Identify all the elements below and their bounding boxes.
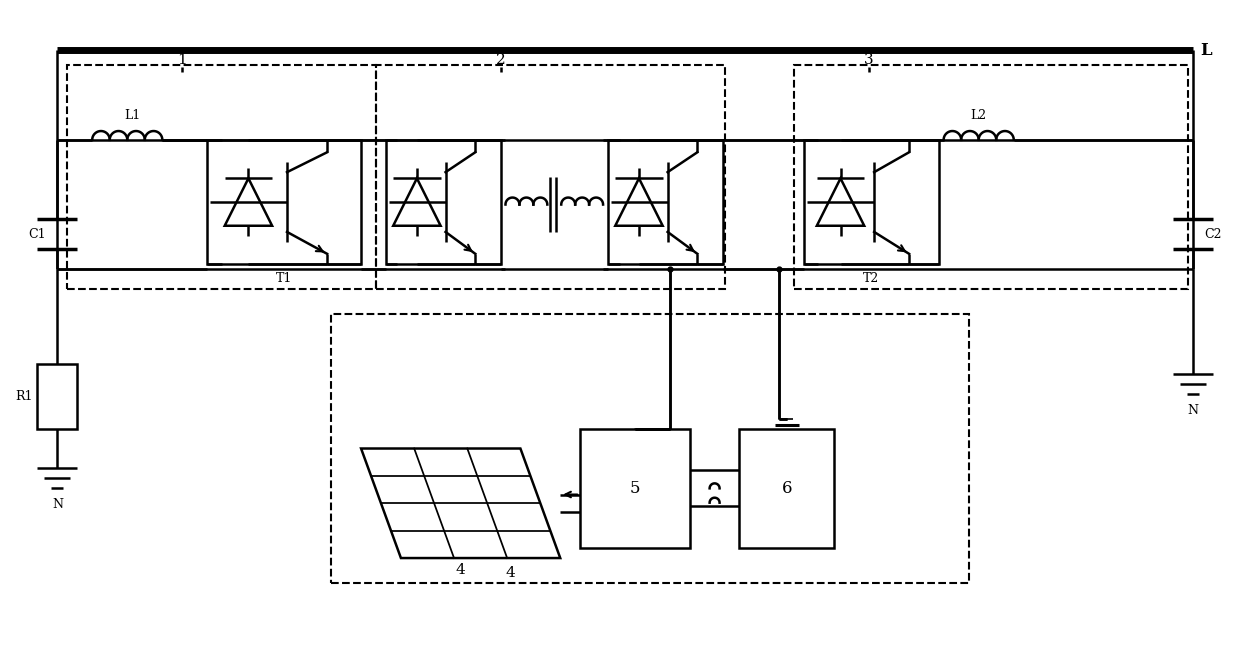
Polygon shape [615,179,662,226]
Bar [739,428,835,548]
Bar [376,65,724,290]
Text: 1: 1 [177,53,187,67]
Polygon shape [361,448,560,558]
Bar [608,140,723,264]
Text: 2: 2 [496,53,506,67]
Polygon shape [817,179,864,226]
Bar [331,314,968,583]
Text: R1: R1 [15,390,32,403]
Text: T1: T1 [275,272,293,286]
Text: N: N [52,498,63,511]
Text: L1: L1 [124,109,140,122]
Text: C1: C1 [27,228,46,241]
Bar [67,65,376,290]
Bar [795,65,1188,290]
Bar [805,140,939,264]
Polygon shape [393,179,440,226]
Text: L2: L2 [971,109,987,122]
Bar [386,140,501,264]
Text: N: N [1187,404,1198,417]
Text: C2: C2 [1204,228,1223,241]
Text: 5: 5 [630,480,640,497]
Text: 4: 4 [506,566,516,580]
Bar [207,140,361,264]
Bar [37,364,77,428]
Text: 6: 6 [781,480,792,497]
Polygon shape [224,179,272,226]
Text: 4: 4 [456,563,465,577]
Text: L: L [1200,42,1213,58]
Text: T2: T2 [863,272,879,286]
Text: 3: 3 [864,53,874,67]
Bar [580,428,689,548]
